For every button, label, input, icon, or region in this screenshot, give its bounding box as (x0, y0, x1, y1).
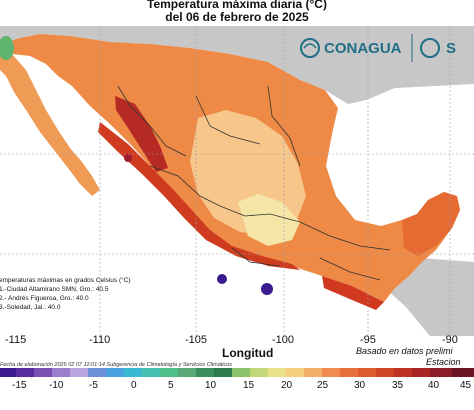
colorbar (0, 368, 474, 377)
northwest-green-spot (0, 36, 14, 60)
colorbar-tick: -15 (12, 380, 27, 391)
graticule (0, 26, 474, 336)
station-note: Estacion (426, 357, 461, 367)
colorbar-tick: -10 (49, 380, 64, 391)
yucatan-peninsula (402, 192, 460, 256)
x-tick-label: -95 (360, 334, 376, 346)
station-2-marker (261, 283, 273, 295)
cool-central-highlands (238, 194, 300, 246)
legend-heading: emperaturas máximas en grados Celsius (°… (0, 277, 131, 284)
colorbar-tick: 30 (354, 380, 366, 391)
conagua-logo: CONAGUA S (300, 30, 474, 68)
legend-item: 2.- Andrés Figueroa, Gro.: 40.0 (0, 295, 89, 302)
map-title: Temperatura máxima diaria (°C) (147, 0, 327, 11)
baja-california (0, 54, 100, 196)
colorbar-tick: 0 (131, 380, 137, 391)
data-source-note: Basado en datos prelimi (356, 346, 453, 356)
x-tick-label: -90 (442, 334, 458, 346)
pacific-coast-hot-band (98, 122, 300, 270)
x-tick-label: -110 (89, 334, 111, 346)
colorbar-tick: 25 (317, 380, 329, 391)
legend-item: 1.-Ciudad Altamirano SMN, Gro.: 40.5 (0, 286, 109, 293)
colorbar-tick: 15 (243, 380, 255, 391)
sierra-madre-hot-zone (115, 96, 168, 172)
svg-text:CONAGUA: CONAGUA (324, 40, 402, 57)
colorbar-tick: 45 (460, 380, 472, 391)
x-tick-label: -115 (5, 334, 27, 346)
southern-coast-hot (322, 276, 384, 310)
us-landmass (0, 26, 474, 104)
legend-box: emperaturas máximas en grados Celsius (°… (0, 276, 131, 312)
colorbar-tick: -5 (89, 380, 98, 391)
colorbar-tick: 40 (428, 380, 440, 391)
credit-line: Fecha de elaboración 2025 02 07 12:01:14… (0, 362, 233, 368)
colorbar-tick: 10 (205, 380, 217, 391)
colorbar-tick: 5 (168, 380, 174, 391)
station-3-marker (124, 154, 132, 162)
state-borders (117, 85, 391, 281)
station-1-marker (217, 274, 227, 284)
x-tick-label: -100 (272, 334, 295, 346)
svg-text:S: S (446, 40, 456, 57)
colorbar-tick: 35 (392, 380, 404, 391)
x-axis-label: Longitud (222, 346, 274, 360)
legend-item: 3.-Soledad, Jal.: 40.0 (0, 304, 61, 311)
x-tick-label: -105 (185, 334, 208, 346)
colorbar-tick: 20 (281, 380, 293, 391)
temperature-map (0, 26, 474, 336)
map-subtitle: del 06 de febrero de 2025 (165, 10, 309, 24)
